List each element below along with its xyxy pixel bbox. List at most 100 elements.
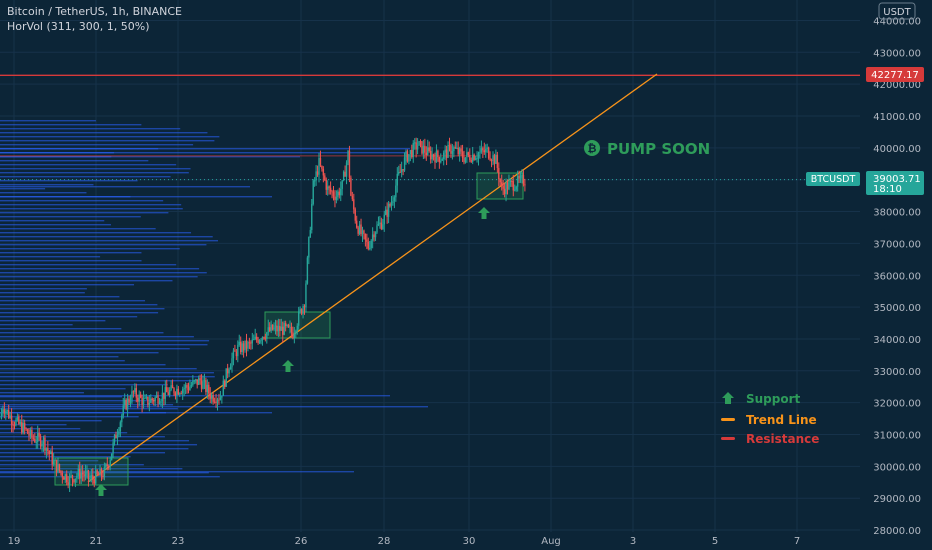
indicator-label[interactable]: HorVol (311, 300, 1, 50%) [7, 20, 149, 33]
candle-body [15, 419, 17, 426]
candle-body [295, 331, 297, 334]
resistance-price-text: 42277.17 [871, 70, 919, 81]
candle-body [411, 150, 413, 158]
candle-body [234, 350, 236, 352]
candle-body [416, 145, 419, 150]
candle-body [173, 388, 175, 394]
volume-profile-bar [0, 368, 197, 370]
candle-body [125, 399, 127, 410]
volume-profile-bar [0, 260, 142, 262]
legend-resistance: Resistance [721, 432, 819, 446]
candle-body [448, 144, 451, 146]
volume-profile-bar [0, 244, 207, 246]
candle-body [334, 196, 336, 200]
candle-body [209, 393, 211, 399]
candle-body [453, 147, 455, 152]
candle-body [218, 399, 220, 401]
volume-profile-bar [0, 140, 215, 142]
candle-body [55, 459, 58, 472]
volume-profile-bar [0, 312, 159, 314]
candle-body [293, 333, 296, 338]
candle-body [472, 154, 474, 162]
candle-body [309, 230, 311, 238]
volume-profile-bar [0, 388, 126, 390]
candle-body [29, 430, 32, 436]
candle-body [284, 322, 287, 327]
time-axis[interactable]: 19 21 23 26 28 30 Aug 3 5 7 [8, 536, 801, 547]
volume-profile-bar [0, 160, 149, 162]
resistance-price-label: 42277.17 [866, 67, 924, 82]
candle-body [503, 188, 506, 195]
candle-body [464, 157, 467, 163]
time-tick-label: 30 [463, 536, 476, 547]
candle-body [282, 326, 284, 335]
volume-profile-bar [0, 186, 250, 188]
candle-body [81, 472, 84, 475]
candle-body [229, 367, 232, 370]
candle-body [113, 434, 116, 443]
volume-profile-bar [0, 406, 428, 408]
candle-body [499, 179, 501, 183]
candle-body [479, 151, 481, 154]
candle-body [3, 409, 6, 414]
price-tick-label: 42000.00 [873, 80, 921, 91]
candle-body [131, 391, 133, 402]
volume-profile-bar [0, 468, 183, 470]
candle-body [110, 453, 113, 461]
volume-profile-bar [0, 280, 173, 282]
candle-body [443, 152, 445, 159]
candle-body [155, 395, 158, 398]
volume-profile-bar [0, 204, 182, 206]
current-price-text: 39003.71 [873, 174, 921, 185]
candle-body [324, 175, 326, 180]
candle-body [374, 232, 377, 238]
candle-body [45, 448, 48, 451]
candle-body [179, 393, 181, 395]
candle-body [216, 399, 219, 403]
candle-body [399, 171, 401, 173]
candle-body [157, 395, 159, 404]
candle-body [395, 185, 397, 198]
candle-body [361, 230, 364, 235]
candle-body [235, 351, 238, 357]
candle-body [9, 415, 11, 418]
candle-body [487, 147, 490, 159]
candle-body [147, 396, 149, 405]
volume-profile-bar [0, 464, 144, 466]
candle-body [195, 379, 197, 381]
candle-body [80, 472, 82, 479]
time-tick-label: 19 [8, 536, 21, 547]
candle-body [0, 412, 3, 419]
candle-body [163, 392, 165, 399]
candle-body [306, 257, 309, 284]
volume-profile-bar [0, 471, 354, 473]
candle-body [283, 322, 285, 335]
volume-profile-bar [0, 404, 174, 406]
volume-profile-bar [0, 272, 207, 274]
candle-body [47, 448, 49, 452]
price-axis[interactable]: 28000.00 29000.00 30000.00 31000.00 32000.00… [873, 16, 921, 537]
price-tick-label: 28000.00 [873, 526, 921, 537]
candle-body [203, 380, 206, 382]
candle-body [316, 171, 319, 175]
currency-label[interactable]: USDT [878, 2, 916, 20]
volume-profile-bar [0, 124, 142, 126]
candle-body [63, 477, 65, 480]
bitcoin-icon-glyph: ₿ [588, 142, 597, 155]
candle-body [144, 397, 146, 399]
candle-body [153, 399, 155, 402]
candle-body [280, 326, 282, 331]
candle-body [141, 397, 143, 406]
candle-body [189, 386, 191, 390]
candle-body [253, 339, 255, 341]
candle-body [264, 338, 267, 340]
volume-profile-bar [0, 356, 119, 358]
symbol-title[interactable]: Bitcoin / TetherUS, 1h, BINANCE [7, 5, 182, 18]
candle-body [385, 209, 387, 215]
candle-body [456, 147, 458, 149]
volume-profile-bar [0, 348, 190, 350]
price-tick-label: 44000.00 [873, 16, 921, 27]
volume-profile-bar [0, 292, 85, 294]
